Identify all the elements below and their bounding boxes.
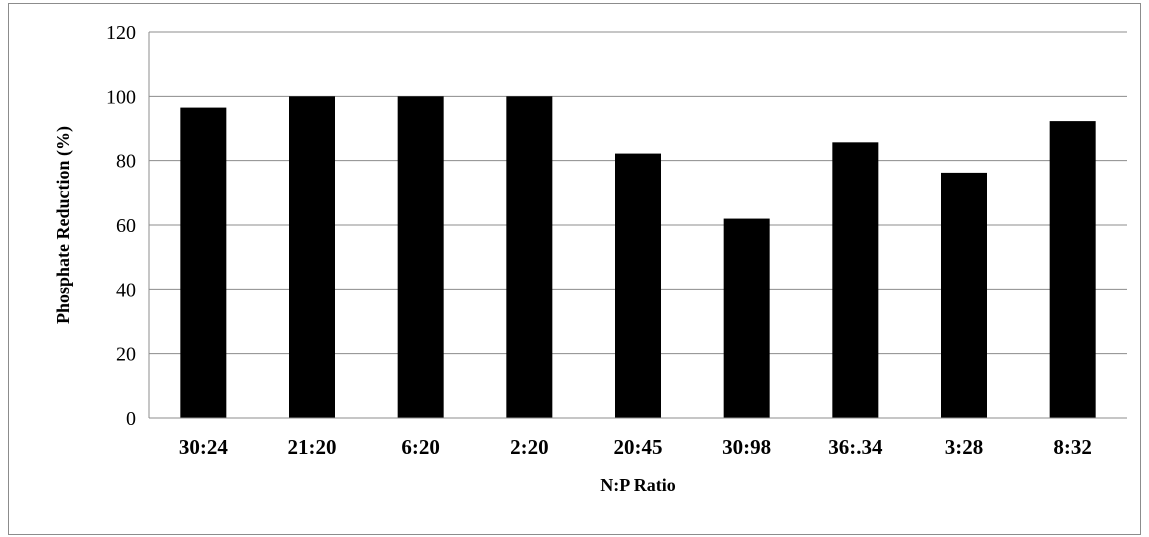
y-tick-label: 100 bbox=[106, 86, 136, 108]
bar bbox=[180, 107, 227, 418]
x-tick-label: 6:20 bbox=[401, 435, 440, 459]
bar bbox=[723, 218, 770, 418]
y-tick-labels: 0 20 40 60 80 100 120 bbox=[106, 22, 136, 430]
bar bbox=[832, 142, 879, 418]
bar bbox=[289, 96, 335, 418]
bar bbox=[1049, 121, 1096, 418]
x-tick-label: 20:45 bbox=[614, 435, 663, 459]
bar bbox=[941, 172, 987, 418]
x-tick-label: 30:24 bbox=[179, 435, 228, 459]
y-tick-label: 40 bbox=[116, 279, 136, 301]
x-tick-label: 30:98 bbox=[722, 435, 771, 459]
x-axis-title: N:P Ratio bbox=[600, 475, 676, 495]
y-tick-label: 80 bbox=[116, 151, 136, 173]
x-tick-label: 3:28 bbox=[945, 435, 984, 459]
y-tick-label: 20 bbox=[116, 344, 136, 366]
x-tick-labels: 30:24 21:20 6:20 2:20 20:45 30:98 36:.34 3:28 8:… bbox=[179, 435, 1092, 459]
x-tick-label: 8:32 bbox=[1053, 435, 1092, 459]
y-axis-title: Phosphate Reduction (%) bbox=[53, 126, 74, 324]
bar bbox=[506, 96, 553, 418]
x-tick-label: 36:.34 bbox=[828, 435, 883, 459]
bars bbox=[180, 96, 1096, 418]
bar bbox=[397, 96, 444, 418]
y-tick-label: 0 bbox=[126, 408, 136, 430]
bar bbox=[615, 153, 661, 418]
x-tick-label: 2:20 bbox=[510, 435, 549, 459]
x-tick-label: 21:20 bbox=[288, 435, 337, 459]
y-tick-label: 60 bbox=[116, 215, 136, 237]
y-tick-label: 120 bbox=[106, 22, 136, 44]
